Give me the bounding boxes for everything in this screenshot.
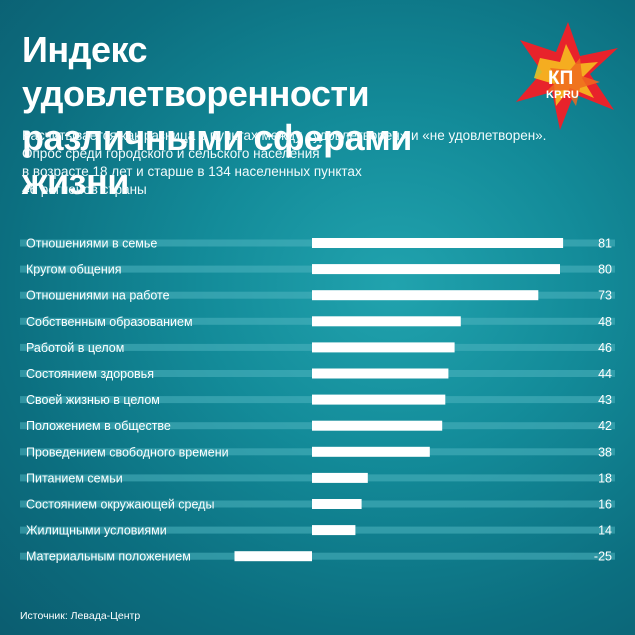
category-label: Собственным образованием bbox=[26, 315, 193, 329]
category-label: Своей жизнью в целом bbox=[26, 393, 160, 407]
subtitle-line-4: 46 регионов страны bbox=[22, 182, 147, 197]
kp-logo-graphic: КП KP.RU bbox=[516, 22, 618, 130]
chart-title: Индекс удовлетворенности различными сфер… bbox=[22, 28, 502, 204]
value-label: 81 bbox=[598, 237, 612, 251]
value-label: 16 bbox=[598, 498, 612, 512]
value-label: 42 bbox=[598, 419, 612, 433]
subtitle-line-2: Опрос среди городского и сельского насел… bbox=[22, 146, 320, 161]
bar bbox=[312, 342, 455, 353]
bar bbox=[234, 551, 312, 562]
bar bbox=[312, 472, 368, 483]
title-line-2: различными сферами жизни bbox=[22, 117, 412, 202]
value-label: 46 bbox=[598, 341, 612, 355]
category-label: Питанием семьи bbox=[26, 471, 123, 485]
bar bbox=[312, 238, 564, 248]
value-label: 18 bbox=[598, 471, 612, 485]
subtitle-line-3: в возрасте 18 лет и старше в 134 населен… bbox=[22, 164, 362, 179]
category-label: Проведением свободного времени bbox=[26, 445, 229, 459]
category-label: Материальным положением bbox=[26, 550, 191, 564]
category-label: Кругом общения bbox=[26, 263, 122, 277]
category-label: Отношениями на работе bbox=[26, 289, 170, 303]
value-label: 14 bbox=[598, 524, 612, 538]
category-label: Состоянием здоровья bbox=[26, 367, 154, 381]
bar bbox=[312, 420, 443, 431]
bar bbox=[312, 499, 362, 509]
bar bbox=[312, 525, 356, 536]
source-note: Источник: Левада-Центр bbox=[20, 610, 141, 622]
value-label: 44 bbox=[598, 367, 612, 381]
bar bbox=[312, 316, 461, 327]
category-label: Состоянием окружающей среды bbox=[26, 498, 214, 512]
subtitle-line-1: Расчитывается как разница в пунктах межд… bbox=[22, 128, 547, 143]
bar bbox=[312, 394, 446, 405]
bar bbox=[312, 290, 539, 301]
value-label: 48 bbox=[598, 315, 612, 329]
category-label: Положением в обществе bbox=[26, 419, 171, 433]
value-label: 43 bbox=[598, 393, 612, 407]
kp-logo: КП KP.RU bbox=[510, 18, 625, 133]
logo-text-kpru: KP.RU bbox=[546, 89, 579, 101]
value-label: -25 bbox=[594, 550, 612, 564]
bar bbox=[312, 368, 449, 379]
category-label: Жилищными условиями bbox=[26, 524, 167, 538]
value-label: 38 bbox=[598, 445, 612, 459]
category-label: Отношениями в семье bbox=[26, 237, 157, 251]
value-label: 80 bbox=[598, 263, 612, 277]
bar bbox=[312, 446, 430, 457]
bar bbox=[312, 264, 560, 275]
value-label: 73 bbox=[598, 289, 612, 303]
logo-text-kp: КП bbox=[548, 68, 573, 89]
category-label: Работой в целом bbox=[26, 341, 124, 355]
subtitle: Расчитывается как разница в пунктах межд… bbox=[22, 127, 632, 199]
title-line-1: Индекс удовлетворенности bbox=[22, 29, 370, 114]
row-band bbox=[20, 552, 615, 560]
